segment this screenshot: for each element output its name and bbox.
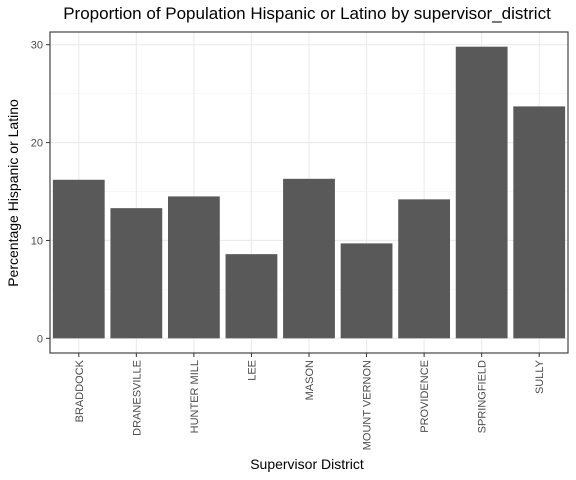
bar-providence: [398, 199, 451, 339]
x-tick-label: MOUNT VERNON: [362, 360, 374, 450]
chart-title: Proportion of Population Hispanic or Lat…: [63, 4, 551, 23]
bars: [52, 46, 566, 339]
x-tick-label: SPRINGFIELD: [477, 360, 489, 433]
y-tick-label: 30: [31, 40, 43, 52]
y-tick-label: 10: [31, 235, 43, 247]
bar-braddock: [52, 179, 105, 339]
bar-hunter-mill: [167, 196, 220, 339]
x-tick-label: PROVIDENCE: [419, 360, 431, 433]
y-tick-label: 0: [37, 333, 43, 345]
x-axis: BRADDOCK DRANESVILLE HUNTER MILL LEE MASON MO…: [74, 353, 546, 450]
bar-sully: [513, 106, 566, 339]
x-axis-title: Supervisor District: [250, 456, 364, 472]
x-tick-label: MASON: [304, 360, 316, 400]
bar-mason: [283, 178, 335, 339]
x-tick-label: HUNTER MILL: [189, 360, 201, 433]
bar-mount-vernon: [340, 243, 393, 339]
x-tick-label: DRANESVILLE: [131, 360, 143, 436]
x-tick-label: BRADDOCK: [74, 359, 86, 422]
bar-dranesville: [110, 208, 163, 339]
y-axis-title: Percentage Hispanic or Latino: [5, 99, 21, 287]
y-tick-label: 20: [31, 138, 43, 150]
x-tick-label: SULLY: [534, 359, 546, 394]
y-axis: 0 10 20 30: [31, 40, 50, 345]
bar-lee: [225, 254, 278, 339]
bar-springfield: [455, 46, 508, 339]
x-tick-label: LEE: [246, 360, 258, 381]
